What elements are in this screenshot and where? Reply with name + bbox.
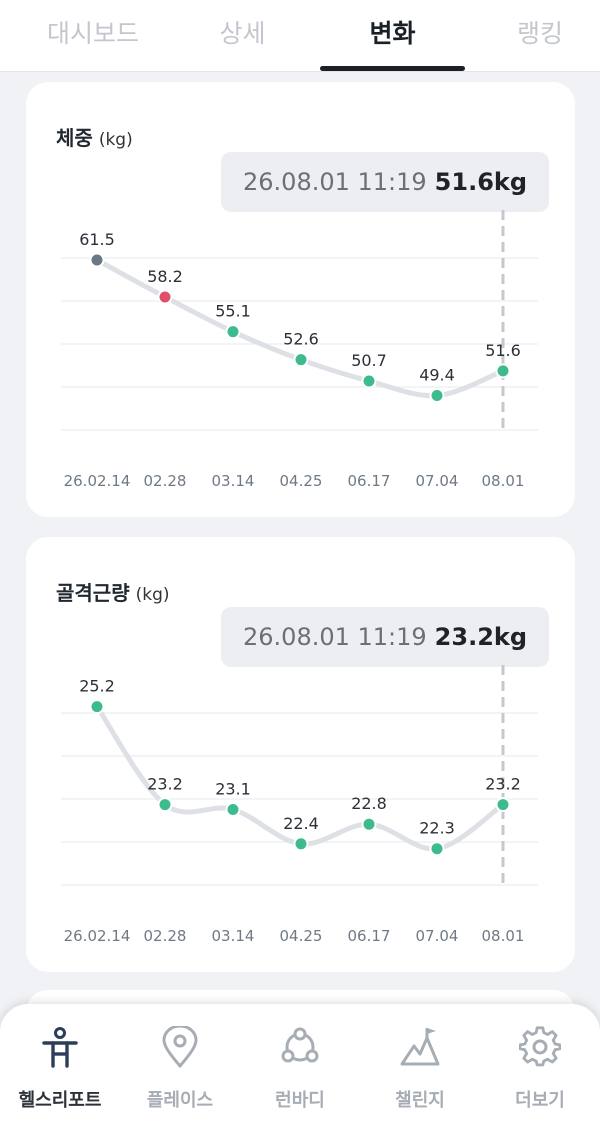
weight-x-tick-label: 07.04	[416, 472, 459, 490]
muscle-title-text: 골격근량	[56, 581, 130, 605]
weight-card: 체중 (kg) 26.08.01 11:19 51.6kg 61.5 58.2 55.1…	[26, 82, 575, 517]
weight-x-tick-label: 08.01	[482, 472, 525, 490]
muscle-data-point[interactable]	[225, 802, 241, 817]
muscle-x-tick-label: 03.14	[212, 927, 255, 945]
tab-change[interactable]: 변화	[369, 19, 416, 48]
weight-x-tick-label: 04.25	[280, 472, 323, 490]
tab-ranking[interactable]: 랭킹	[516, 19, 563, 48]
weight-title: 체중 (kg)	[56, 122, 133, 151]
weight-x-tick-label: 06.17	[348, 472, 391, 490]
muscle-data-point[interactable]	[429, 841, 445, 857]
active-tab-indicator	[320, 66, 465, 71]
bottom-nav: 헬스리포트 플레이스 런바디 챌린지 더보기	[0, 1004, 600, 1134]
weight-unit: (kg)	[98, 130, 133, 150]
weight-chart[interactable]: 61.5 58.2 55.1 52.6 50.7 49.4 51.6 26.02.14 02.2…	[26, 82, 575, 517]
weight-data-point[interactable]	[361, 373, 377, 389]
muscle-unit: (kg)	[135, 585, 170, 605]
muscle-point-label: 23.2	[147, 775, 183, 794]
weight-point-label: 52.6	[283, 330, 319, 349]
weight-data-point[interactable]	[495, 363, 511, 379]
muscle-point-label: 25.2	[79, 677, 115, 696]
weight-point-label: 49.4	[419, 366, 455, 385]
muscle-point-label: 23.2	[485, 775, 521, 794]
muscle-x-tick-label: 26.02.14	[64, 927, 131, 945]
weight-point-label: 55.1	[215, 302, 251, 321]
muscle-card: 골격근량 (kg) 26.08.01 11:19 23.2kg 25.2 23.2 23…	[26, 537, 575, 972]
runbody-icon	[281, 1027, 319, 1063]
muscle-chart[interactable]: 25.2 23.2 23.1 22.4 22.8 22.3 23.2 26.02.14 02.2…	[26, 537, 575, 972]
muscle-tooltip-time: 26.08.01 11:19	[243, 623, 427, 651]
nav-challenge[interactable]: 챌린지	[360, 1004, 480, 1134]
muscle-tooltip-value: 23.2kg	[434, 623, 528, 651]
muscle-x-tick-label: 08.01	[482, 927, 525, 945]
weight-data-point[interactable]	[89, 252, 105, 268]
muscle-data-point[interactable]	[495, 797, 511, 813]
weight-data-point[interactable]	[293, 352, 309, 368]
mountain-flag-icon	[400, 1028, 440, 1066]
weight-data-point[interactable]	[429, 388, 445, 404]
nav-label-place: 플레이스	[146, 1090, 214, 1111]
muscle-x-tick-label: 06.17	[348, 927, 391, 945]
tab-dashboard[interactable]: 대시보드	[46, 19, 139, 48]
location-pin-icon	[162, 1026, 198, 1068]
weight-x-tick-label: 26.02.14	[64, 472, 131, 490]
muscle-point-label: 22.8	[351, 794, 387, 813]
muscle-data-point[interactable]	[361, 816, 377, 832]
nav-label-health-report: 헬스리포트	[18, 1090, 102, 1111]
weight-point-label: 50.7	[351, 351, 387, 370]
muscle-x-tick-label: 02.28	[144, 927, 187, 945]
weight-tooltip-value: 51.6kg	[434, 168, 528, 196]
muscle-point-label: 23.1	[215, 780, 251, 799]
nav-health-report[interactable]: 헬스리포트	[0, 1004, 120, 1134]
weight-title-text: 체중	[56, 126, 93, 150]
muscle-point-label: 22.3	[419, 819, 455, 838]
muscle-data-point[interactable]	[293, 836, 309, 852]
muscle-x-tick-label: 07.04	[416, 927, 459, 945]
muscle-tooltip: 26.08.01 11:19 23.2kg	[221, 607, 550, 667]
health-report-icon	[42, 1027, 78, 1068]
weight-point-label: 51.6	[485, 341, 521, 360]
top-tab-bar: 대시보드 상세 변화 랭킹	[0, 0, 600, 72]
weight-point-label: 58.2	[147, 267, 183, 286]
weight-x-tick-label: 03.14	[212, 472, 255, 490]
muscle-point-label: 22.4	[283, 814, 319, 833]
gear-icon	[519, 1026, 561, 1067]
weight-tooltip: 26.08.01 11:19 51.6kg	[221, 152, 550, 212]
muscle-data-point[interactable]	[89, 699, 105, 715]
muscle-data-point[interactable]	[157, 797, 173, 813]
nav-label-more: 더보기	[515, 1090, 565, 1111]
muscle-title: 골격근량 (kg)	[56, 577, 170, 606]
tab-detail[interactable]: 상세	[219, 19, 266, 48]
weight-tooltip-time: 26.08.01 11:19	[243, 168, 427, 196]
weight-x-tick-label: 02.28	[144, 472, 187, 490]
nav-label-challenge: 챌린지	[395, 1090, 445, 1111]
nav-place[interactable]: 플레이스	[120, 1004, 240, 1134]
weight-point-label: 61.5	[79, 230, 115, 249]
weight-data-point[interactable]	[225, 324, 241, 340]
muscle-x-tick-label: 04.25	[280, 927, 323, 945]
nav-more[interactable]: 더보기	[480, 1004, 600, 1134]
nav-runbody[interactable]: 런바디	[240, 1004, 360, 1134]
nav-label-runbody: 런바디	[275, 1090, 325, 1111]
weight-data-point[interactable]	[157, 289, 173, 305]
